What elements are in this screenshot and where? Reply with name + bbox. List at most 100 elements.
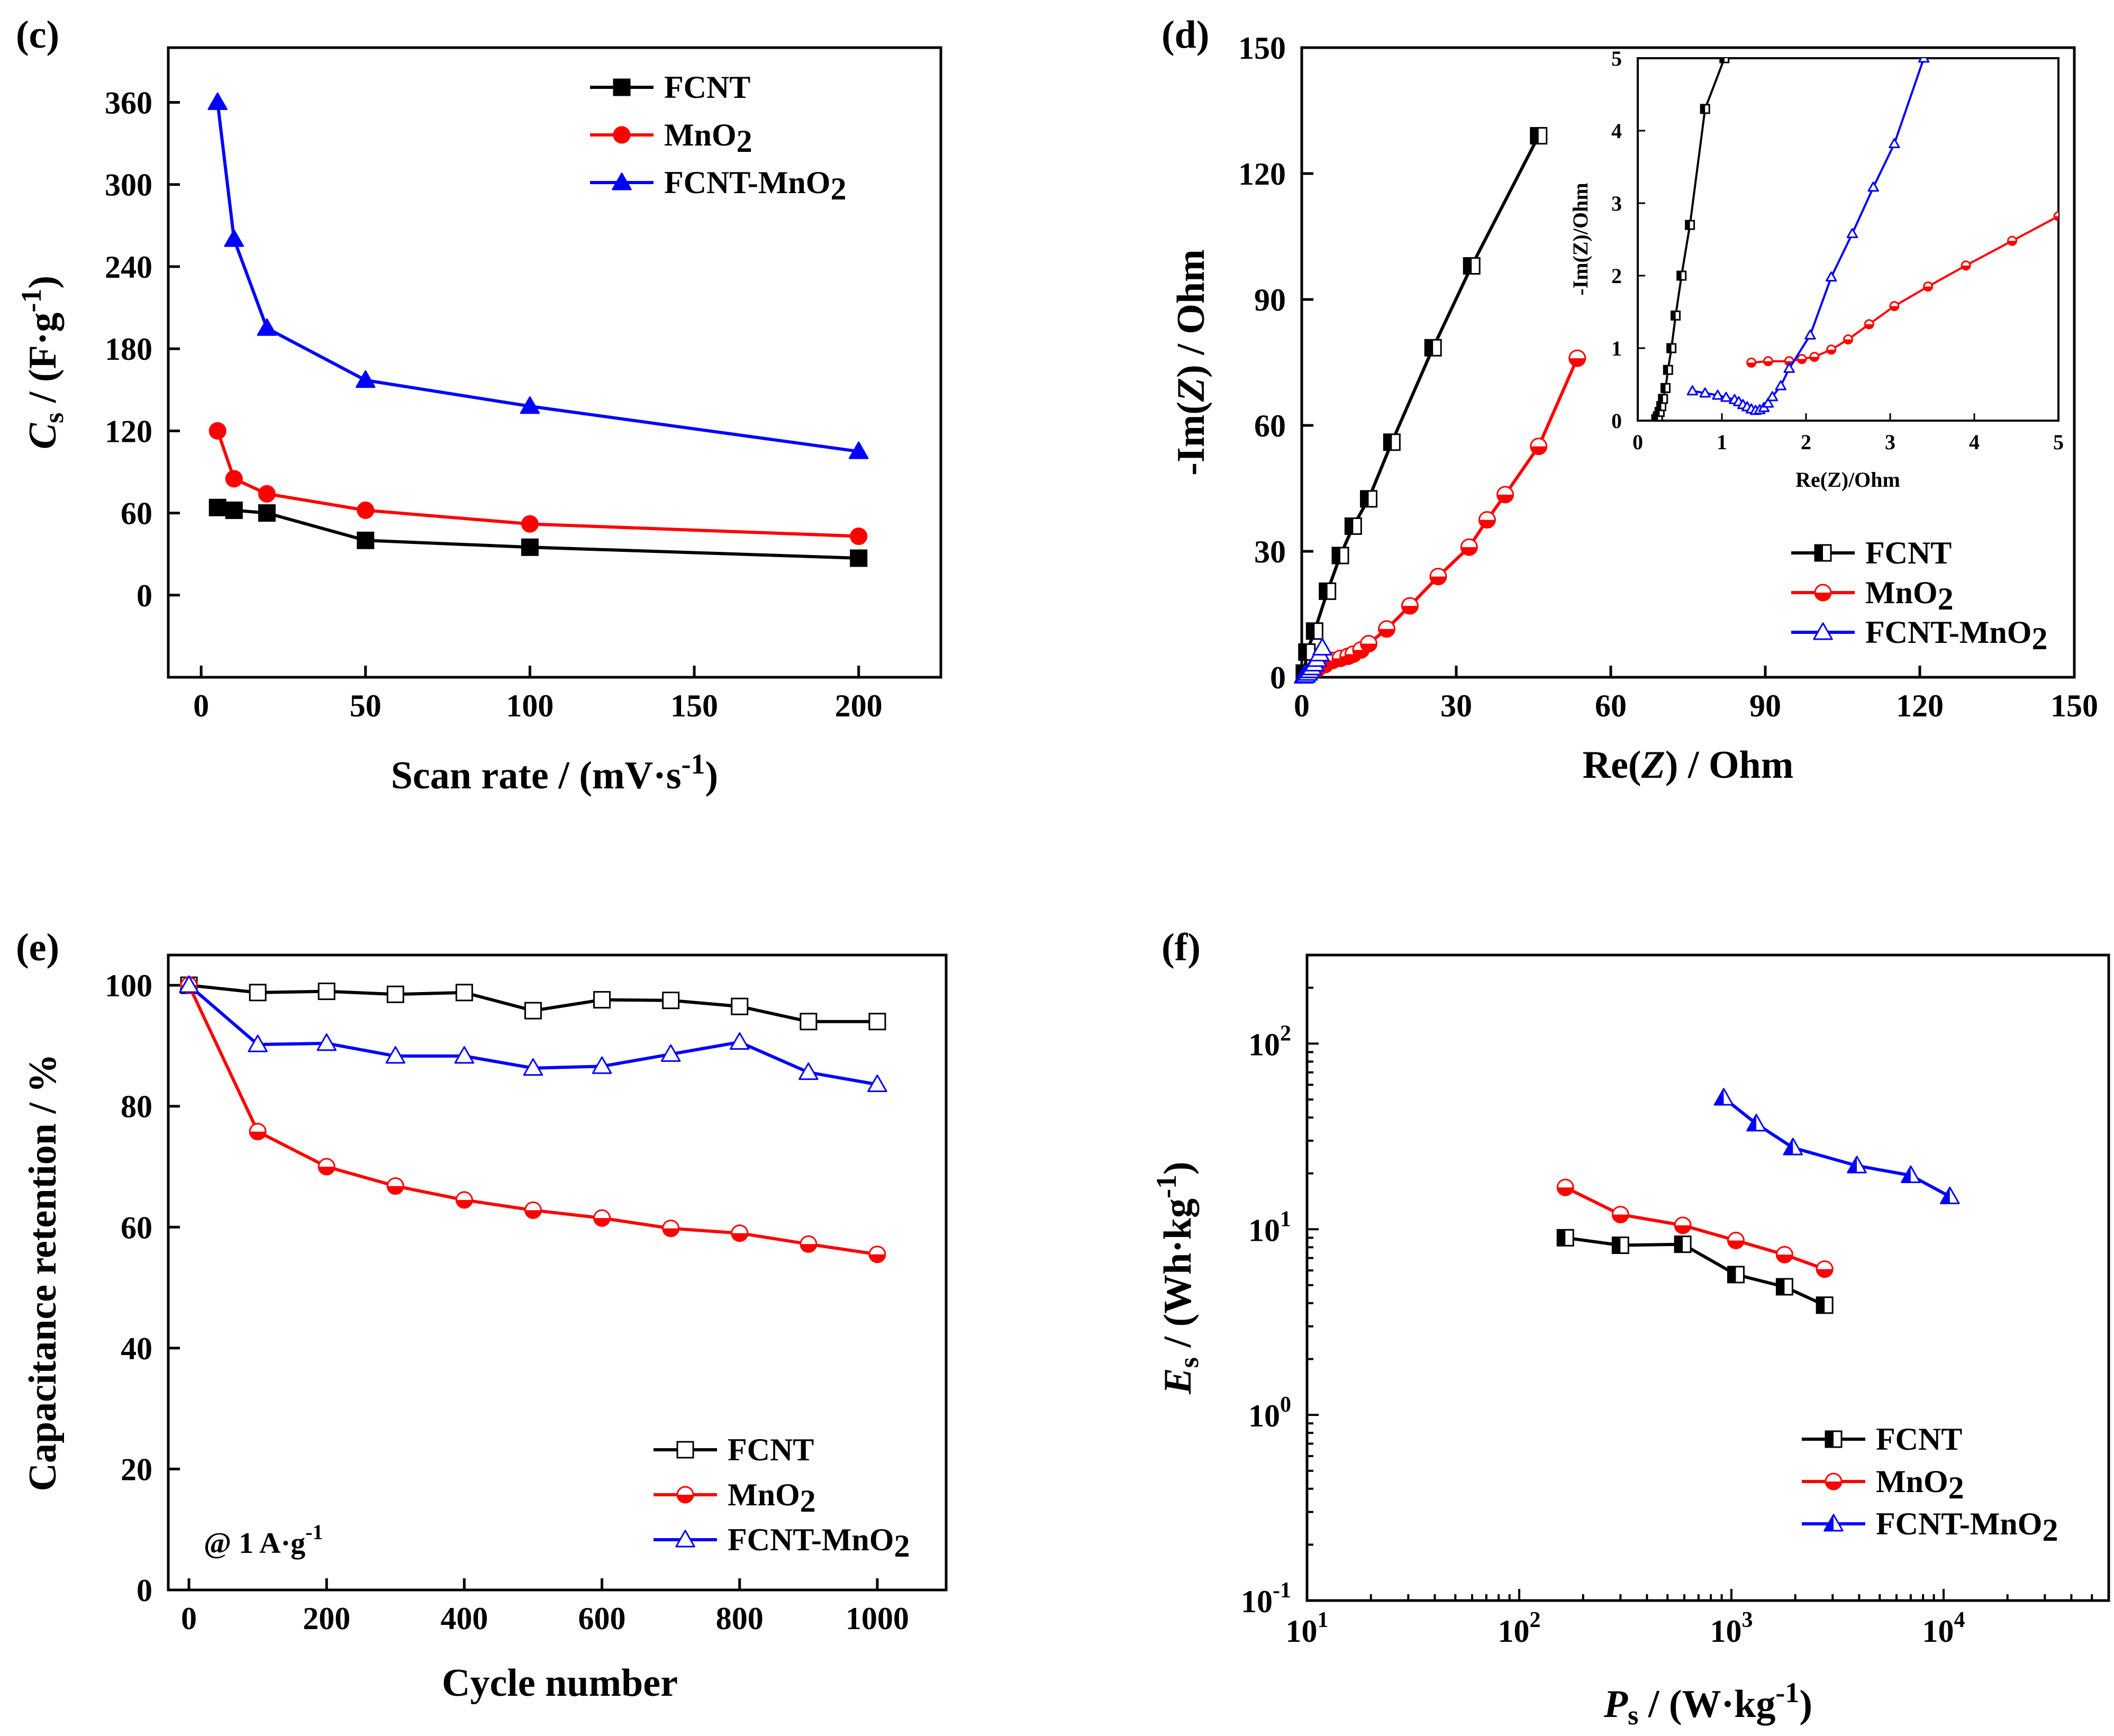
y-tick-label-3: 102 (1248, 1021, 1291, 1062)
panel-e-label: (e) (16, 926, 59, 969)
point-mno2-15 (1568, 349, 1586, 367)
y-tick-label-5: 100 (105, 968, 152, 1003)
point-fcnt-mno2-3 (385, 1046, 406, 1064)
y-tick-label-0: 0 (137, 1573, 152, 1608)
point-fcnt-5 (850, 549, 868, 567)
point-fcnt-4 (521, 538, 539, 556)
legend-entry-mno2: MnO2 (590, 117, 752, 159)
panel-f-x-axis-title: Ps / (W·kg-1) (1603, 1677, 1812, 1731)
legend-entry-mno2: MnO2 (654, 1477, 816, 1519)
series-fcnt (208, 498, 868, 567)
legend-entry-fcnt: FCNT (1802, 1422, 1962, 1457)
point-fcnt-3 (357, 531, 375, 549)
point-fcnt-7 (1383, 433, 1401, 451)
legend-label: MnO2 (728, 1477, 816, 1519)
x-tick-label-4: 4 (1969, 430, 1980, 454)
y-tick-label-1: 30 (1254, 534, 1286, 569)
point-fcnt-10 (1530, 127, 1548, 145)
x-tick-label-2: 60 (1595, 688, 1627, 723)
point-fcnt-7 (1666, 343, 1677, 353)
point-fcnt-0 (1556, 1229, 1574, 1247)
y-tick-label-3: 60 (121, 1210, 152, 1245)
point-fcnt-8 (1671, 310, 1681, 321)
point-fcnt-12 (1719, 58, 1730, 63)
point-mno2-5 (1826, 344, 1837, 355)
panel-e-y-ticks: 0 20 40 60 80 100 (105, 968, 180, 1608)
point-fcnt-mno2-6 (592, 1056, 612, 1074)
panel-f-label: (f) (1162, 926, 1201, 969)
y-tick-label-0: 10-1 (1241, 1578, 1291, 1619)
legend-marker (612, 172, 632, 190)
point-mno2-7 (1864, 319, 1874, 330)
series-mno2 (1556, 1178, 1834, 1278)
point-fcnt-mno2-1 (248, 1034, 268, 1052)
x-tick-label-5: 1000 (846, 1601, 909, 1636)
point-fcnt-2 (1674, 1235, 1692, 1253)
point-fcnt-mno2-8 (729, 1032, 750, 1050)
point-fcnt-9 (1463, 257, 1481, 275)
panel-d-inset-y-title: -Im(Z)/Ohm (1568, 183, 1592, 295)
series-mno2 (1308, 349, 1586, 678)
panel-d-y-ticks: 0 30 60 90 120 150 (1238, 31, 1313, 695)
point-mno2-3 (357, 501, 375, 519)
point-fcnt-4 (1775, 1278, 1793, 1296)
y-tick-label-3: 180 (105, 332, 152, 367)
x-tick-label-3: 150 (670, 688, 718, 723)
panel-d-label: (d) (1162, 13, 1209, 57)
point-fcnt-mno2-2 (257, 318, 277, 336)
point-mno2-11 (1460, 538, 1478, 556)
x-tick-label-5: 150 (2051, 688, 2098, 723)
point-fcnt-6 (593, 991, 611, 1009)
point-fcnt-mno2-12 (1762, 397, 1774, 408)
point-fcnt-mno2-1 (224, 229, 244, 247)
point-mno2-10 (1961, 260, 1971, 271)
y-tick-label-3: 90 (1254, 283, 1286, 317)
point-fcnt-mno2-10 (867, 1074, 887, 1093)
legend-marker (613, 126, 631, 144)
x-tick-label-3: 3 (1885, 430, 1895, 454)
panel-f-y-axis-title: Es / (Wh·kg-1) (1150, 1161, 1204, 1394)
series-mno2 (208, 422, 868, 546)
panel-e-series (179, 975, 887, 1264)
series-fcnt (1556, 1229, 1834, 1314)
panel-d-x-ticks: 0 30 60 90 120 150 (1294, 666, 2098, 723)
point-fcnt-4 (1331, 547, 1349, 565)
point-fcnt-8 (731, 997, 749, 1015)
point-fcnt-1 (249, 984, 267, 1002)
series-mno2 (1746, 211, 2058, 368)
point-mno2-9 (1923, 281, 1934, 292)
legend-marker (1814, 584, 1832, 602)
x-tick-label-2: 103 (1710, 1608, 1753, 1649)
point-fcnt-mno2-3 (356, 370, 376, 388)
panel-e-y-axis-title: Capacitance retention / % (21, 1054, 65, 1492)
x-tick-label-1: 1 (1717, 430, 1727, 454)
y-tick-label-2: 101 (1248, 1207, 1291, 1248)
point-fcnt-9 (1676, 270, 1687, 281)
legend-entry-fcnt-mno2: FCNT-MnO2 (590, 165, 846, 206)
y-tick-label-5: 150 (1238, 31, 1286, 66)
point-fcnt-5 (1660, 383, 1671, 393)
point-fcnt-10 (1685, 220, 1695, 230)
point-mno2-0 (1746, 357, 1757, 368)
panel-d-inset-x-ticks: 0 1 2 3 4 5 (1632, 413, 2064, 454)
line-fcnt-mno2 (216, 102, 859, 453)
point-fcnt-3 (1727, 1266, 1745, 1284)
legend-marker (1814, 544, 1832, 562)
legend-marker (676, 1486, 694, 1504)
y-tick-label-2: 120 (105, 414, 152, 449)
point-fcnt-0 (208, 498, 226, 516)
panel-d-inset-x-title: Re(Z)/Ohm (1795, 468, 1900, 492)
point-fcnt-4 (1658, 394, 1668, 404)
point-fcnt-2 (317, 983, 335, 1001)
point-mno2-5 (524, 1201, 542, 1219)
point-fcnt-mno2-5 (523, 1058, 543, 1076)
point-mno2-1 (1763, 356, 1773, 367)
x-tick-label-3: 90 (1749, 688, 1781, 723)
point-fcnt-mno2-13 (1766, 391, 1779, 402)
legend-label: FCNT (664, 70, 750, 105)
point-mno2-4 (1809, 351, 1820, 362)
point-mno2-6 (1843, 334, 1853, 345)
point-fcnt-mno2-19 (1867, 181, 1879, 192)
legend-label: FCNT-MnO2 (1876, 1506, 2058, 1548)
panel-d-inset: 0 1 2 3 4 5 0 1 2 3 4 5 Re(Z)/Ohm -Im(Z)/Ohm (1568, 47, 2064, 492)
